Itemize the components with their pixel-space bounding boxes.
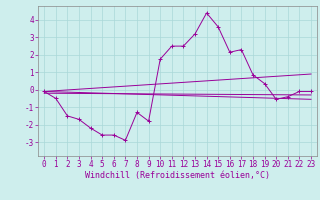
X-axis label: Windchill (Refroidissement éolien,°C): Windchill (Refroidissement éolien,°C)	[85, 171, 270, 180]
